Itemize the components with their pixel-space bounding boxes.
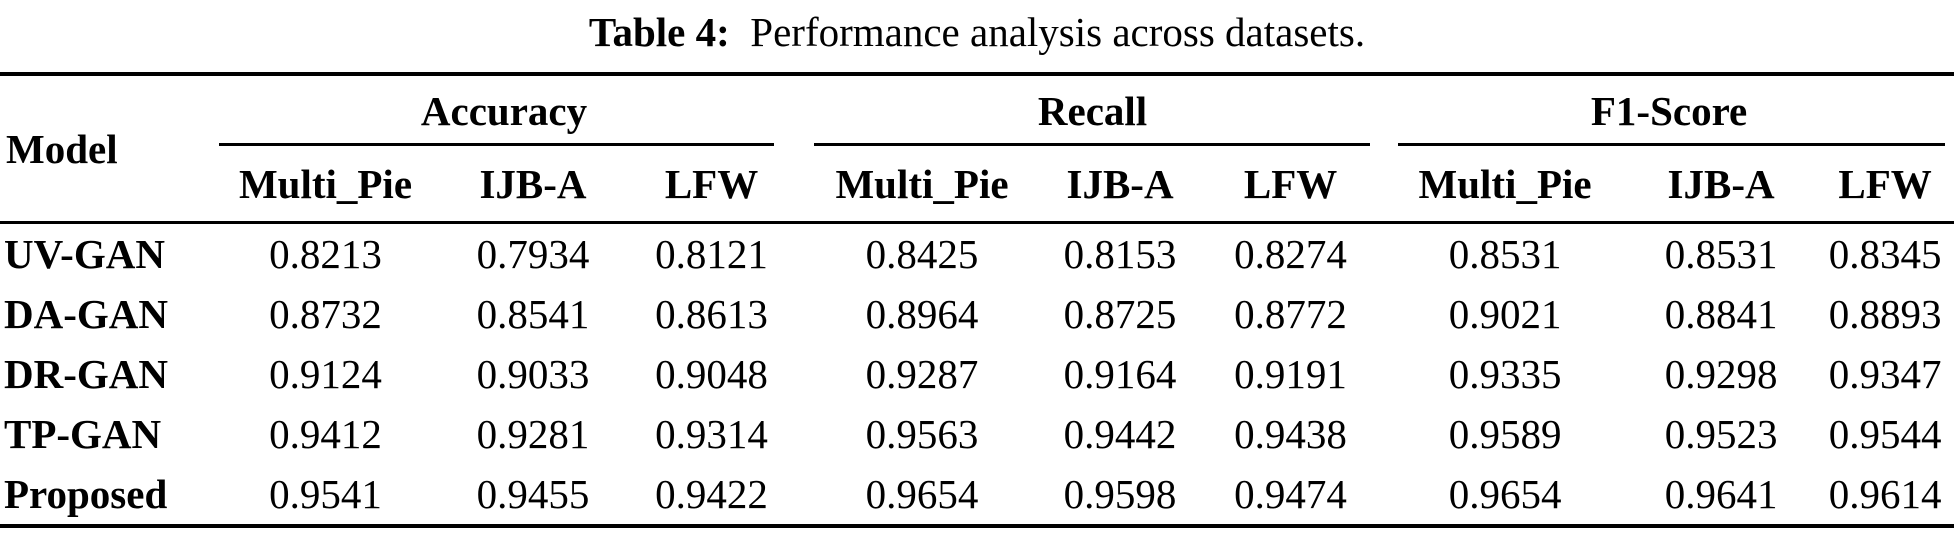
column-header-f1-lfw: LFW <box>1816 146 1954 224</box>
metric-cell: 0.8345 <box>1828 231 1942 277</box>
metric-cell: 0.9598 <box>1063 471 1177 517</box>
model-row-header: TP-GAN <box>4 411 162 457</box>
metric-cell: 0.9563 <box>865 411 979 457</box>
model-row-header: DA-GAN <box>4 291 168 337</box>
caption-text: Performance analysis across datasets. <box>750 9 1366 55</box>
column-header-f1-ijb-a: IJB-A <box>1626 146 1817 224</box>
group-header-recall: Recall <box>801 74 1384 146</box>
table-row: DR-GAN 0.9124 0.9033 0.9048 0.9287 0.916… <box>0 344 1954 404</box>
table-row: TP-GAN 0.9412 0.9281 0.9314 0.9563 0.944… <box>0 404 1954 464</box>
metric-cell: 0.9654 <box>1448 471 1562 517</box>
model-column-header: Model <box>0 74 207 224</box>
metric-cell: 0.9654 <box>865 471 979 517</box>
caption-label: Table 4: <box>588 9 730 55</box>
metric-cell: 0.9048 <box>655 351 768 397</box>
model-row-header: DR-GAN <box>4 351 168 397</box>
metric-cell: 0.9191 <box>1234 351 1347 397</box>
metric-cell: 0.8893 <box>1828 291 1942 337</box>
metric-cell: 0.8274 <box>1234 231 1347 277</box>
metric-cell: 0.9422 <box>655 471 768 517</box>
metric-cell: 0.9589 <box>1448 411 1562 457</box>
metric-cell: 0.9614 <box>1828 471 1942 517</box>
metric-cell: 0.9335 <box>1448 351 1562 397</box>
metric-cell: 0.9314 <box>655 411 768 457</box>
metric-cell: 0.9438 <box>1234 411 1347 457</box>
column-header-accuracy-lfw: LFW <box>622 146 802 224</box>
group-header-accuracy: Accuracy <box>207 74 801 146</box>
metric-cell: 0.8772 <box>1234 291 1347 337</box>
metric-cell: 0.8121 <box>655 231 768 277</box>
column-header-f1-multi-pie: Multi_Pie <box>1384 146 1627 224</box>
metric-cell: 0.9541 <box>269 471 382 517</box>
metric-cell: 0.8613 <box>655 291 768 337</box>
group-header-row: Model Accuracy Recall F1-Score <box>0 74 1954 224</box>
metric-cell: 0.8541 <box>476 291 590 337</box>
sub-header-row: Multi_Pie IJB-A LFW Multi_Pie IJB-A LFW … <box>0 146 1954 224</box>
metric-cell: 0.9298 <box>1664 351 1778 397</box>
group-header-f1-score: F1-Score <box>1384 74 1954 146</box>
metric-cell: 0.7934 <box>476 231 590 277</box>
metric-cell: 0.9033 <box>476 351 590 397</box>
model-row-header: UV-GAN <box>4 231 165 277</box>
metric-cell: 0.8531 <box>1448 231 1562 277</box>
column-header-accuracy-multi-pie: Multi_Pie <box>207 146 444 224</box>
column-header-recall-lfw: LFW <box>1197 146 1385 224</box>
metric-cell: 0.8841 <box>1664 291 1778 337</box>
metric-cell: 0.8531 <box>1664 231 1778 277</box>
model-row-header: Proposed <box>4 471 168 517</box>
metric-cell: 0.9347 <box>1828 351 1942 397</box>
column-header-recall-multi-pie: Multi_Pie <box>801 146 1044 224</box>
table-row: Proposed 0.9541 0.9455 0.9422 0.9654 0.9… <box>0 464 1954 526</box>
metric-cell: 0.8213 <box>269 231 382 277</box>
metric-cell: 0.9287 <box>865 351 979 397</box>
metric-cell: 0.9442 <box>1063 411 1177 457</box>
table-row: DA-GAN 0.8732 0.8541 0.8613 0.8964 0.872… <box>0 284 1954 344</box>
performance-table: Model Accuracy Recall F1-Score Multi_Pie… <box>0 72 1954 528</box>
metric-cell: 0.9523 <box>1664 411 1778 457</box>
metric-cell: 0.9455 <box>476 471 590 517</box>
metric-cell: 0.8425 <box>865 231 979 277</box>
metric-cell: 0.9164 <box>1063 351 1177 397</box>
column-header-accuracy-ijb-a: IJB-A <box>444 146 622 224</box>
metric-cell: 0.8725 <box>1063 291 1177 337</box>
metric-cell: 0.9021 <box>1448 291 1562 337</box>
metric-cell: 0.8732 <box>269 291 382 337</box>
metric-cell: 0.8153 <box>1063 231 1177 277</box>
table-caption: Table 4: Performance analysis across dat… <box>0 0 1954 72</box>
metric-cell: 0.9412 <box>269 411 382 457</box>
metric-cell: 0.9124 <box>269 351 382 397</box>
metric-cell: 0.9474 <box>1234 471 1347 517</box>
metric-cell: 0.9544 <box>1828 411 1942 457</box>
metric-cell: 0.8964 <box>865 291 979 337</box>
column-header-recall-ijb-a: IJB-A <box>1043 146 1198 224</box>
table-row: UV-GAN 0.8213 0.7934 0.8121 0.8425 0.815… <box>0 223 1954 285</box>
metric-cell: 0.9641 <box>1664 471 1778 517</box>
metric-cell: 0.9281 <box>476 411 590 457</box>
